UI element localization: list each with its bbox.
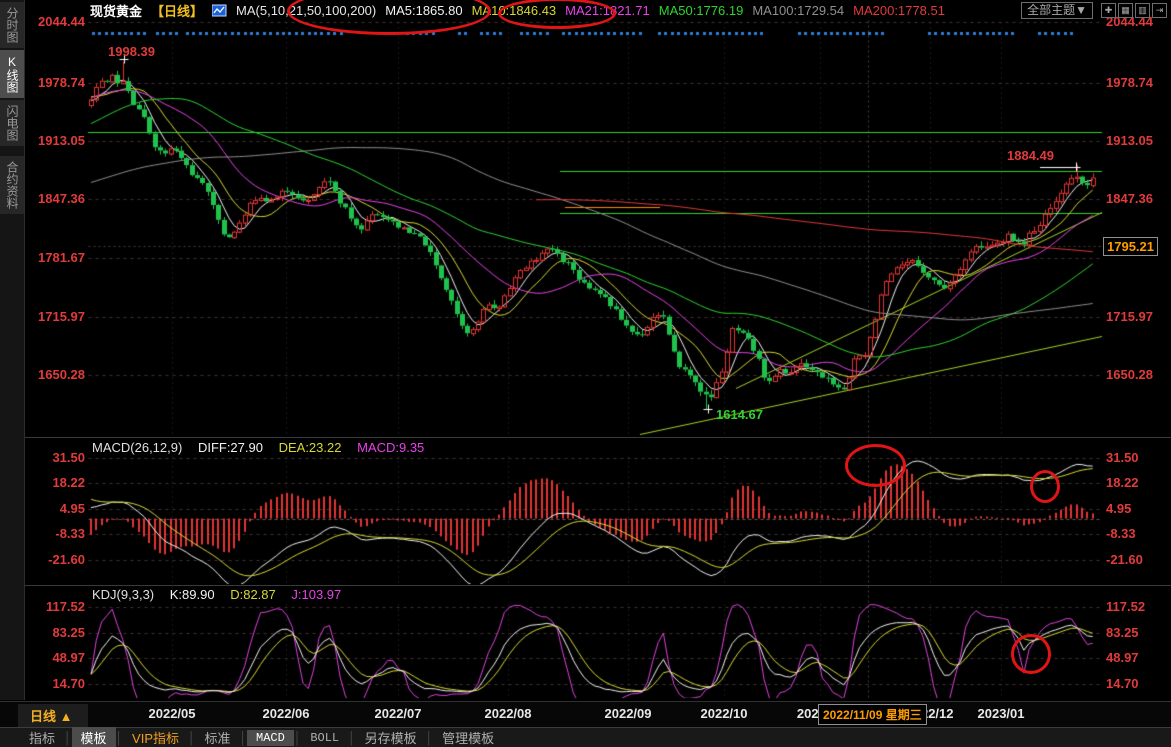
axis-label: 1913.05 [38,133,85,148]
axis-label: -8.33 [55,526,85,541]
price-annotation-swing-high: 1998.39 [108,44,155,59]
tab-BOLL[interactable]: BOLL [310,730,340,745]
date-label: 2022/08 [484,706,532,721]
date-label: 2022/05 [148,706,196,721]
axis-label: 4.95 [59,501,85,516]
axis-label: 1978.74 [1106,75,1153,90]
kdj-title: KDJ(9,3,3) [92,587,155,602]
sidebar-item-合约资料[interactable]: 合约资料 [0,156,24,214]
macd-macd-value: MACD:9.35 [357,440,425,455]
axis-label: -21.60 [1106,552,1143,567]
kdj-k-value: K:89.90 [169,587,215,602]
axis-label: 18.22 [52,475,85,490]
tab-separator: │ [188,730,196,745]
ma-value-label: MA10:1846.43 [471,3,557,18]
date-label: 2022/09 [604,706,652,721]
macd-title: MACD(26,12,9) [92,440,183,455]
crosshair-price-label: 1795.21 [1103,237,1158,256]
ma-settings-label: MA(5,10,21,50,100,200) [236,3,377,18]
macd-diff-value: DIFF:27.90 [197,440,263,455]
tab-指标[interactable]: 指标 [29,731,56,746]
ma-value-label: MA21:1821.71 [565,3,650,18]
sidebar-item-闪电图[interactable]: 闪电图 [0,100,24,146]
split-vertical-icon[interactable]: ▥ [1135,3,1150,18]
axis-label: 18.22 [1106,475,1139,490]
axis-label: 1978.74 [38,75,85,90]
ma-value-label: MA5:1865.80 [385,3,463,18]
kdj-d-value: D:82.87 [230,587,276,602]
date-label: 2022/06 [262,706,310,721]
tab-separator: │ [348,730,356,745]
axis-label: 83.25 [52,625,85,640]
axis-label: 117.52 [45,599,85,614]
axis-label: 4.95 [1106,501,1132,516]
axis-label: 1650.28 [1106,367,1153,382]
date-label: 2023/01 [977,706,1025,721]
date-label: 2022/07 [374,706,422,721]
tab-标准[interactable]: 标准 [204,731,231,746]
sidebar-item-K线图[interactable]: K线图 [0,50,24,98]
axis-label: 1715.97 [1106,309,1153,324]
left-sidebar: 分时图 K线图 闪电图合约资料 [0,0,25,700]
axis-label: 48.97 [1106,650,1139,665]
symbol-title: 现货黄金 [90,4,143,19]
axis-label: 1781.67 [38,250,85,265]
tab-separator: │ [425,730,434,745]
axis-label: 117.52 [1106,599,1146,614]
axis-label: 1715.97 [38,309,85,324]
macd-header: MACD(26,12,9) DIFF:27.90 DEA:23.22 MACD:… [92,440,436,455]
ma-value-label: MA100:1729.54 [752,3,845,18]
axis-label: -21.60 [48,552,85,567]
axis-label: 14.70 [52,676,85,691]
tab-模板[interactable]: 模板 [71,727,116,747]
chart-header: 现货黄金 【日线】 MA(5,10,21,50,100,200) MA5:186… [90,2,945,19]
tab-VIP指标[interactable]: VIP指标 [132,731,179,746]
macd-dea-value: DEA:23.22 [278,440,342,455]
bottom-tab-bar: 指标 │ 模板 │ VIP指标 │ 标准 │ MACD │ BOLL │ 另存模板 │ 管理模板 [0,727,1171,747]
axis-label: 1847.36 [1106,191,1153,206]
exit-pane-icon[interactable]: ⇥ [1152,3,1167,18]
kdj-header: KDJ(9,3,3) K:89.90 D:82.87 J:103.97 [92,587,353,602]
tab-separator: │ [239,730,248,745]
date-label: 2022/10 [700,706,748,721]
axis-label: 1650.28 [38,367,85,382]
tab-separator: │ [64,730,72,745]
tab-separator: │ [115,730,124,745]
tab-MACD[interactable]: MACD [247,729,294,746]
axis-label: 83.25 [1106,625,1139,640]
split-horizontal-icon[interactable]: ▦ [1118,3,1133,18]
tab-管理模板[interactable]: 管理模板 [442,731,495,746]
crosshair-date-label: 2022/11/09 星期三 [818,704,927,725]
tab-另存模板[interactable]: 另存模板 [364,731,417,746]
axis-label: 31.50 [1106,450,1139,465]
price-annotation-swing-low: 1614.67 [716,407,763,422]
axis-label: 48.97 [52,650,85,665]
ma-value-label: MA200:1778.51 [853,3,945,18]
axis-label: 2044.44 [38,14,85,29]
theme-dropdown[interactable]: 全部主题▼ [1021,2,1093,19]
pane-separator [24,437,1171,438]
period-tag: 【日线】 [151,4,204,19]
candlestick-chart-icon [211,4,227,17]
axis-label: -8.33 [1106,526,1136,541]
kdj-j-value: J:103.97 [291,587,342,602]
axis-label: 14.70 [1106,676,1139,691]
pane-separator [24,585,1171,586]
date-axis-bar: 日线 ▲ 2022/05 2022/06 2022/07 2022/08 2022/09… [0,701,1171,728]
tab-separator: │ [293,730,302,745]
move-icon[interactable]: ✚ [1101,3,1116,18]
axis-label: 1847.36 [38,191,85,206]
price-annotation-recent-high: 1884.49 [1007,148,1054,163]
window-buttons: ✚ ▦ ▥ ⇥ [1099,3,1167,18]
axis-label: 31.50 [52,450,85,465]
sidebar-item-分时图[interactable]: 分时图 [0,2,24,48]
axis-label: 1913.05 [1106,133,1153,148]
ma-values: MA5:1865.80 MA10:1846.43 MA21:1821.71 MA50:… [385,3,945,18]
ma-value-label: MA50:1776.19 [658,3,744,18]
period-selector-button[interactable]: 日线 ▲ [18,704,89,727]
window-controls: 全部主题▼ ✚ ▦ ▥ ⇥ [1021,2,1167,19]
